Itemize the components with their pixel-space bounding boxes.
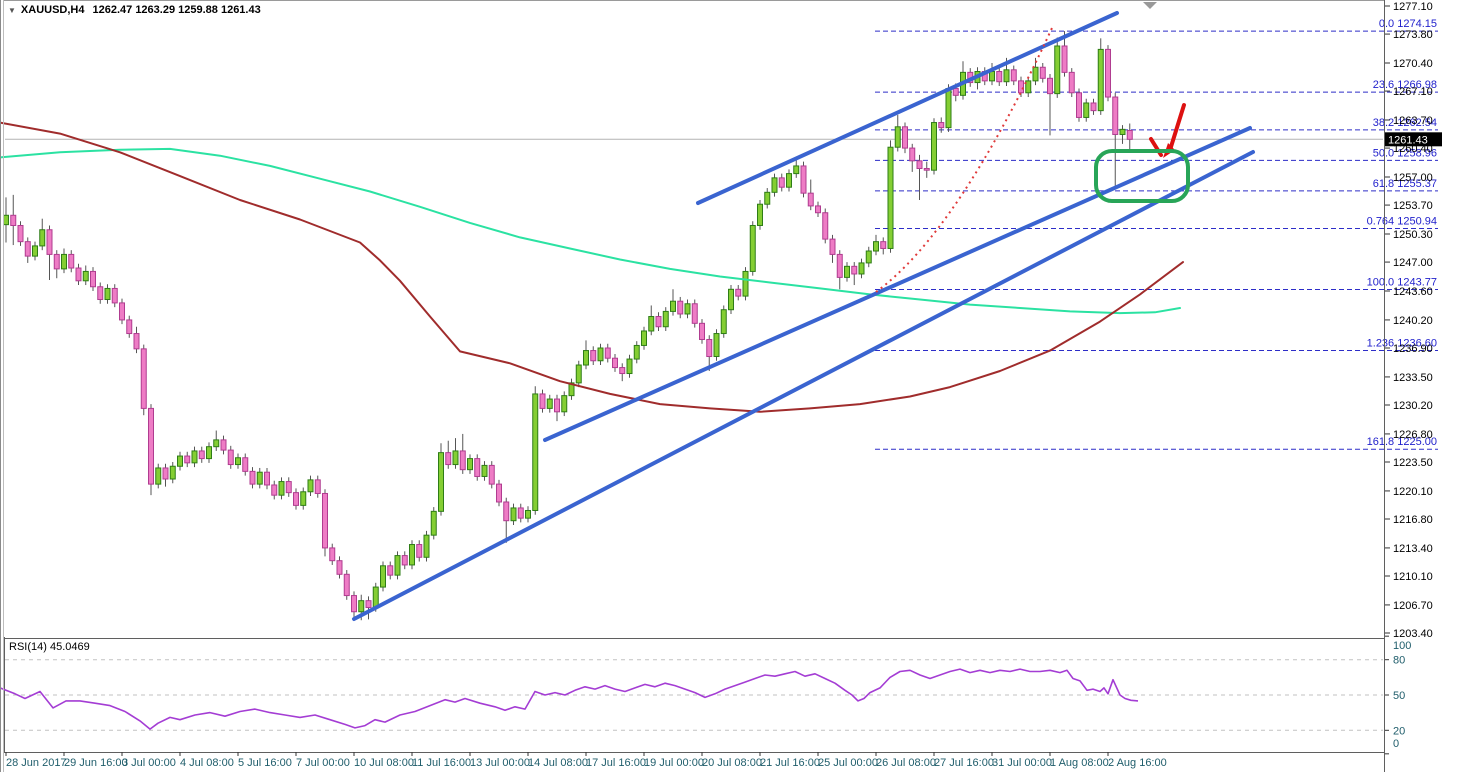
svg-text:29 Jun 16:00: 29 Jun 16:00 <box>64 757 128 769</box>
svg-text:1270.40: 1270.40 <box>1393 58 1433 70</box>
svg-text:17 Jul 16:00: 17 Jul 16:00 <box>586 757 646 769</box>
svg-text:61.8 1255.37: 61.8 1255.37 <box>1373 178 1437 190</box>
svg-text:1220.10: 1220.10 <box>1393 486 1433 498</box>
svg-text:3 Jul 00:00: 3 Jul 00:00 <box>122 757 176 769</box>
svg-text:1250.30: 1250.30 <box>1393 229 1433 241</box>
ma-slow-line[interactable] <box>0 121 1184 413</box>
ma-fast-line[interactable] <box>0 147 1181 315</box>
svg-text:21 Jul 16:00: 21 Jul 16:00 <box>760 757 820 769</box>
svg-text:2 Aug 16:00: 2 Aug 16:00 <box>1108 757 1167 769</box>
svg-text:20: 20 <box>1393 725 1405 737</box>
channel-lower[interactable] <box>352 150 1255 621</box>
main-chart-pane[interactable] <box>4 0 1384 639</box>
svg-text:13 Jul 00:00: 13 Jul 00:00 <box>470 757 530 769</box>
candles-layer[interactable] <box>3 31 1133 621</box>
symbol-period-label: XAUUSD,H4 <box>20 4 85 16</box>
annotations-layer[interactable] <box>875 2 1190 293</box>
svg-text:11 Jul 16:00: 11 Jul 16:00 <box>412 757 471 769</box>
svg-text:1233.50: 1233.50 <box>1393 372 1433 384</box>
svg-text:1210.10: 1210.10 <box>1393 571 1433 583</box>
svg-text:1273.80: 1273.80 <box>1393 29 1433 41</box>
svg-text:1261.43: 1261.43 <box>1388 134 1428 146</box>
window-left-border-inner <box>3 0 4 772</box>
rsi-indicator-value: 45.0469 <box>49 641 90 653</box>
price-axis-separator <box>1384 0 1385 772</box>
top-triangle-marker <box>1143 2 1157 9</box>
support-highlight-box[interactable] <box>1094 149 1190 203</box>
svg-text:1223.50: 1223.50 <box>1393 457 1433 469</box>
svg-text:1253.70: 1253.70 <box>1393 200 1433 212</box>
svg-text:0.764 1250.94: 0.764 1250.94 <box>1367 216 1437 228</box>
svg-text:1230.20: 1230.20 <box>1393 400 1433 412</box>
svg-text:100: 100 <box>1393 640 1411 652</box>
svg-text:1213.40: 1213.40 <box>1393 543 1433 555</box>
svg-text:80: 80 <box>1393 655 1405 667</box>
svg-text:1263.70: 1263.70 <box>1393 115 1433 127</box>
svg-text:1277.10: 1277.10 <box>1393 1 1433 13</box>
channel-middle[interactable] <box>543 126 1252 442</box>
channel-upper[interactable] <box>696 11 1119 205</box>
svg-text:1206.70: 1206.70 <box>1393 600 1433 612</box>
svg-text:26 Jul 08:00: 26 Jul 08:00 <box>876 757 936 769</box>
svg-text:1216.80: 1216.80 <box>1393 514 1433 526</box>
svg-text:20 Jul 08:00: 20 Jul 08:00 <box>702 757 762 769</box>
svg-text:50: 50 <box>1393 690 1405 702</box>
svg-text:5 Jul 16:00: 5 Jul 16:00 <box>238 757 292 769</box>
svg-text:10 Jul 08:00: 10 Jul 08:00 <box>354 757 414 769</box>
svg-text:14 Jul 08:00: 14 Jul 08:00 <box>528 757 588 769</box>
svg-text:19 Jul 00:00: 19 Jul 00:00 <box>644 757 704 769</box>
svg-text:1236.90: 1236.90 <box>1393 343 1433 355</box>
rsi-line <box>0 668 1139 730</box>
price-axis[interactable]: 1277.101273.801270.401267.101263.701260.… <box>1384 1 1433 640</box>
svg-text:25 Jul 00:00: 25 Jul 00:00 <box>818 757 878 769</box>
svg-text:31 Jul 00:00: 31 Jul 00:00 <box>992 757 1052 769</box>
svg-text:23.6 1266.98: 23.6 1266.98 <box>1373 79 1437 91</box>
svg-text:1 Aug 08:00: 1 Aug 08:00 <box>1050 757 1109 769</box>
svg-text:1243.60: 1243.60 <box>1393 286 1433 298</box>
rsi-label: RSI(14) 45.0469 <box>9 641 90 653</box>
svg-text:50.0 1258.96: 50.0 1258.96 <box>1373 147 1437 159</box>
ohlc-readout: 1262.47 1263.29 1259.88 1261.43 <box>92 4 261 16</box>
window-left-border <box>0 0 1 772</box>
svg-text:28 Jun 2017: 28 Jun 2017 <box>6 757 67 769</box>
svg-text:38.2 1262.54: 38.2 1262.54 <box>1373 117 1437 129</box>
svg-text:0: 0 <box>1393 738 1399 750</box>
svg-text:7 Jul 00:00: 7 Jul 00:00 <box>296 757 350 769</box>
trendlines-layer[interactable] <box>352 11 1255 621</box>
svg-text:0.0 1274.15: 0.0 1274.15 <box>1379 18 1437 30</box>
svg-text:27 Jul 16:00: 27 Jul 16:00 <box>934 757 994 769</box>
svg-text:1240.20: 1240.20 <box>1393 315 1433 327</box>
svg-text:1226.80: 1226.80 <box>1393 429 1433 441</box>
svg-text:1203.40: 1203.40 <box>1393 628 1433 640</box>
svg-text:1267.10: 1267.10 <box>1393 86 1433 98</box>
svg-text:4 Jul 08:00: 4 Jul 08:00 <box>180 757 234 769</box>
collapse-arrow-icon[interactable]: ▼ <box>8 6 16 15</box>
rsi-indicator-name: RSI(14) <box>9 641 47 653</box>
rsi-layer[interactable]: 100 80 50 200 <box>0 635 1411 755</box>
dotted-projection-line <box>875 27 1053 293</box>
chart-title: ▼ XAUUSD,H4 1262.47 1263.29 1259.88 1261.4… <box>8 4 261 16</box>
last-price-tag: 1261.43 <box>1384 132 1442 147</box>
svg-text:1257.00: 1257.00 <box>1393 172 1433 184</box>
svg-text:1247.00: 1247.00 <box>1393 257 1433 269</box>
